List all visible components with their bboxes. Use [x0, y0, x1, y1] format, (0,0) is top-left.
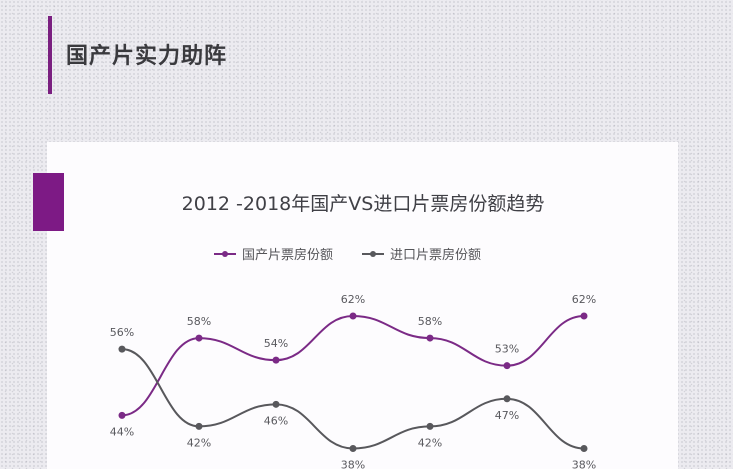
- legend-marker-imported: [370, 251, 376, 257]
- data-point-s0-4: [426, 334, 434, 342]
- data-label-s0-1: 58%: [187, 315, 211, 328]
- data-label-s0-4: 58%: [418, 315, 442, 328]
- data-label-s1-2: 46%: [264, 414, 288, 427]
- plot-area: 44% 58% 54% 62% 58% 53% 62% 56% 42% 46% 38% 42% 47% 3…: [110, 293, 596, 469]
- data-point-s1-1: [195, 422, 203, 430]
- data-label-s1-5: 47%: [495, 409, 519, 422]
- data-point-s1-2: [272, 400, 280, 408]
- data-label-s1-1: 42%: [187, 436, 211, 449]
- chart-title: 2012 -2018年国产VS进口片票房份额趋势: [182, 193, 545, 215]
- data-label-s0-2: 54%: [264, 337, 288, 350]
- legend-marker-domestic: [222, 251, 228, 257]
- data-point-s0-5: [503, 362, 511, 370]
- data-point-s1-0: [118, 345, 126, 353]
- data-point-s1-5: [503, 395, 511, 403]
- data-point-s0-1: [195, 334, 203, 342]
- data-label-s0-6: 62%: [572, 293, 596, 306]
- data-point-s0-6: [580, 312, 588, 320]
- data-point-s0-0: [118, 411, 126, 419]
- data-point-s0-2: [272, 356, 280, 364]
- card-accent-block: [33, 173, 64, 231]
- data-label-s1-0: 56%: [110, 326, 134, 339]
- legend-label-imported: 进口片票房份额: [390, 247, 481, 263]
- chart-card: [47, 142, 678, 469]
- data-point-s1-3: [349, 444, 357, 452]
- data-point-s1-4: [426, 422, 434, 430]
- data-label-s0-3: 62%: [341, 293, 365, 306]
- data-label-s0-0: 44%: [110, 425, 134, 438]
- data-point-s1-6: [580, 444, 588, 452]
- legend-label-domestic: 国产片票房份额: [242, 247, 333, 263]
- data-point-s0-3: [349, 312, 357, 320]
- slide-title: 国产片实力助阵: [66, 44, 228, 69]
- chart-legend: 国产片票房份额 进口片票房份额: [214, 247, 481, 263]
- data-label-s1-3: 38%: [341, 458, 365, 469]
- data-label-s1-6: 38%: [572, 458, 596, 469]
- data-label-s1-4: 42%: [418, 436, 442, 449]
- data-label-s0-5: 53%: [495, 343, 519, 356]
- title-accent-bar: [48, 16, 52, 94]
